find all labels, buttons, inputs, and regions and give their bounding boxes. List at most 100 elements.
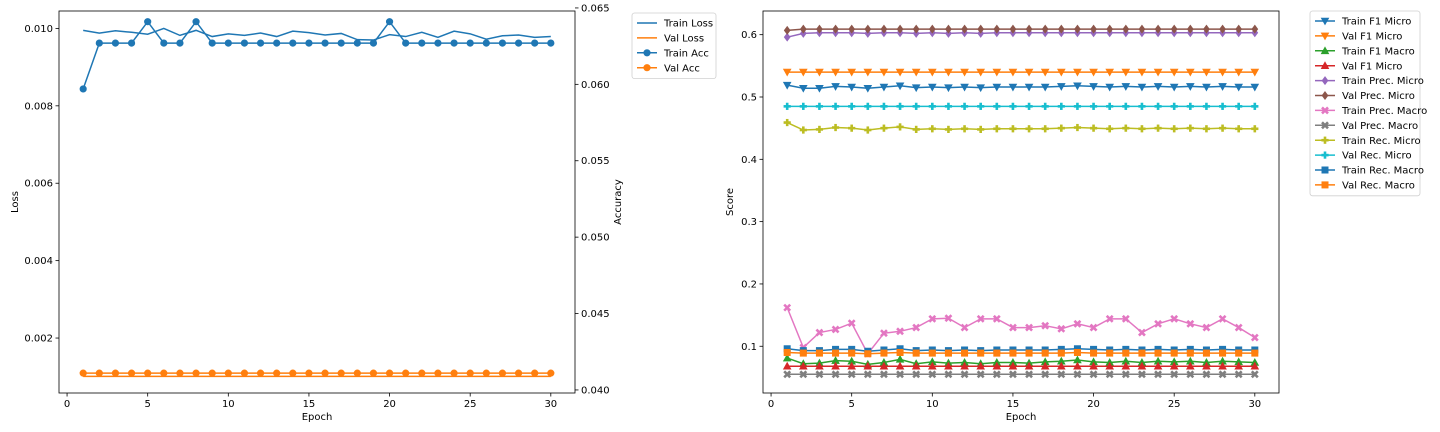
data-point-val-rec-macro-8-shape — [896, 348, 904, 356]
data-point-val-f1-micro-26-shape — [1186, 68, 1195, 77]
data-point-val-acc-7 — [176, 369, 184, 377]
data-point-val-acc-17-shape — [337, 369, 345, 377]
data-point-val-prec-macro-20-stroke-b — [1089, 370, 1098, 379]
data-point-train-rec-micro-7-bar-v — [882, 124, 886, 132]
data-point-val-f1-micro-17 — [1040, 68, 1050, 77]
data-point-train-f1-micro-4 — [831, 83, 840, 91]
data-point-val-f1-micro-1-shape — [782, 68, 792, 77]
data-point-val-rec-micro-7-bar-v — [882, 102, 886, 110]
data-point-train-acc-26 — [482, 39, 490, 47]
data-point-train-prec-macro-10-stroke-b — [928, 314, 937, 323]
data-point-train-acc-20 — [385, 18, 394, 26]
legend-swatch-marker — [1320, 46, 1330, 55]
x-tick-label: 25 — [1168, 399, 1181, 410]
data-point-val-rec-macro-27 — [1202, 349, 1210, 357]
data-point-train-rec-micro-22 — [1122, 124, 1130, 132]
data-point-val-rec-macro-12 — [961, 349, 969, 357]
data-point-train-f1-micro-17 — [1040, 83, 1050, 92]
data-point-train-acc-14-shape — [289, 39, 297, 47]
y-tick-label: 0.004 — [24, 256, 53, 267]
data-point-train-f1-micro-8-shape — [895, 82, 905, 91]
data-point-val-rec-micro-12-bar-v — [963, 102, 966, 110]
data-point-val-prec-micro-11-shape — [945, 24, 952, 34]
data-point-train-f1-macro-8-shape — [895, 354, 905, 363]
data-point-train-rec-micro-16-bar-v — [1027, 125, 1031, 133]
data-point-train-acc-18-shape — [353, 39, 361, 47]
data-point-val-rec-macro-19 — [1073, 348, 1081, 356]
data-point-val-rec-macro-14-shape — [993, 349, 1001, 357]
data-point-val-rec-macro-1 — [783, 348, 791, 356]
data-point-val-rec-micro-16-bar-v — [1027, 102, 1031, 110]
data-point-train-acc-25 — [466, 39, 474, 47]
data-point-train-f1-micro-16-shape — [1024, 83, 1034, 92]
data-point-val-acc-20 — [385, 369, 394, 377]
data-point-val-rec-macro-21-shape — [1106, 349, 1114, 357]
data-point-val-prec-micro-4-shape — [832, 24, 839, 34]
data-point-val-f1-micro-22-shape — [1121, 68, 1131, 77]
data-point-train-rec-micro-3 — [815, 125, 824, 134]
data-point-train-rec-micro-4 — [831, 123, 840, 132]
data-point-val-f1-micro-19-shape — [1073, 68, 1082, 77]
data-point-val-acc-4 — [127, 369, 136, 377]
data-point-val-prec-micro-7-shape — [880, 24, 888, 34]
legend-label: Train Acc — [663, 48, 709, 59]
legend: Train F1 Micro Val F1 Micro Train F1 Macro… — [1309, 10, 1427, 197]
data-point-val-prec-micro-26 — [1186, 24, 1194, 34]
data-point-val-prec-macro-4-stroke-b — [831, 370, 840, 379]
data-point-val-acc-13 — [273, 369, 281, 377]
data-point-val-rec-macro-16-shape — [1025, 349, 1033, 357]
data-point-val-rec-micro-5-bar-v — [850, 102, 853, 110]
data-point-val-f1-micro-5-shape — [847, 68, 856, 77]
data-point-val-prec-macro-18 — [1057, 370, 1066, 379]
data-point-val-prec-macro-7 — [880, 370, 888, 379]
data-point-train-prec-macro-29-stroke-b — [1234, 323, 1243, 332]
data-point-val-acc-29 — [531, 369, 539, 377]
series-train-f1-micro — [782, 81, 1260, 93]
data-point-val-f1-micro-10-shape — [928, 68, 937, 77]
legend-swatch-marker-shape — [1321, 91, 1329, 100]
data-point-val-f1-micro-1 — [782, 361, 792, 370]
data-point-train-rec-micro-24-bar-v — [1156, 124, 1160, 132]
legend-label: Train F1 Macro — [1341, 46, 1415, 57]
data-point-train-acc-10 — [224, 39, 232, 47]
data-point-train-acc-28 — [514, 39, 523, 47]
data-point-val-prec-macro-19-stroke-b — [1073, 370, 1082, 379]
data-point-val-acc-30 — [547, 369, 555, 377]
data-point-val-prec-micro-18-shape — [1057, 24, 1065, 34]
data-point-train-rec-micro-1-bar-v — [785, 118, 789, 127]
data-point-val-rec-macro-23-shape — [1138, 349, 1146, 357]
data-point-val-prec-micro-4 — [832, 24, 839, 34]
data-point-val-f1-micro-25 — [1169, 68, 1179, 77]
x-tick-label: 25 — [464, 399, 477, 410]
data-point-val-prec-micro-13 — [977, 24, 985, 34]
data-point-val-f1-micro-3-shape — [815, 361, 824, 370]
data-point-val-rec-macro-15 — [1009, 349, 1017, 357]
data-point-val-f1-micro-27-shape — [1202, 68, 1211, 77]
data-point-val-rec-micro-27-bar-v — [1205, 102, 1208, 110]
data-point-val-acc-23-shape — [434, 369, 442, 377]
data-point-train-rec-micro-6-bar-v — [866, 126, 870, 134]
data-point-val-rec-micro-8 — [896, 102, 904, 110]
data-point-train-f1-micro-12-shape — [960, 83, 969, 92]
data-point-val-prec-macro-13 — [976, 370, 985, 379]
data-point-val-f1-micro-6 — [863, 361, 873, 370]
legend-item-val-prec-macro: Val Prec. Macro — [1315, 121, 1418, 132]
data-point-val-prec-macro-25-stroke-b — [1170, 370, 1179, 379]
data-point-train-f1-micro-20 — [1089, 83, 1098, 91]
data-point-train-f1-micro-13 — [976, 84, 985, 93]
data-point-val-f1-micro-10 — [928, 361, 937, 370]
data-point-train-prec-macro-28-stroke-b — [1218, 314, 1227, 323]
data-point-train-prec-macro-4-stroke-b — [831, 325, 840, 334]
data-point-train-f1-micro-29 — [1234, 83, 1243, 92]
data-point-train-prec-macro-12-stroke-b — [960, 323, 969, 332]
series-line-train-f1-micro — [787, 84, 1255, 90]
data-point-val-prec-micro-5 — [848, 24, 856, 34]
data-point-train-prec-macro-4 — [831, 325, 840, 334]
data-point-train-prec-macro-24 — [1154, 319, 1162, 328]
legend-swatch-marker-bar-v — [1323, 151, 1327, 159]
data-point-val-f1-micro-30 — [1250, 361, 1260, 370]
data-point-val-acc-25 — [466, 369, 474, 377]
data-point-val-f1-micro-29-shape — [1234, 361, 1243, 370]
data-point-train-f1-micro-26-shape — [1186, 83, 1195, 91]
data-point-val-rec-micro-22-bar-v — [1124, 102, 1128, 110]
